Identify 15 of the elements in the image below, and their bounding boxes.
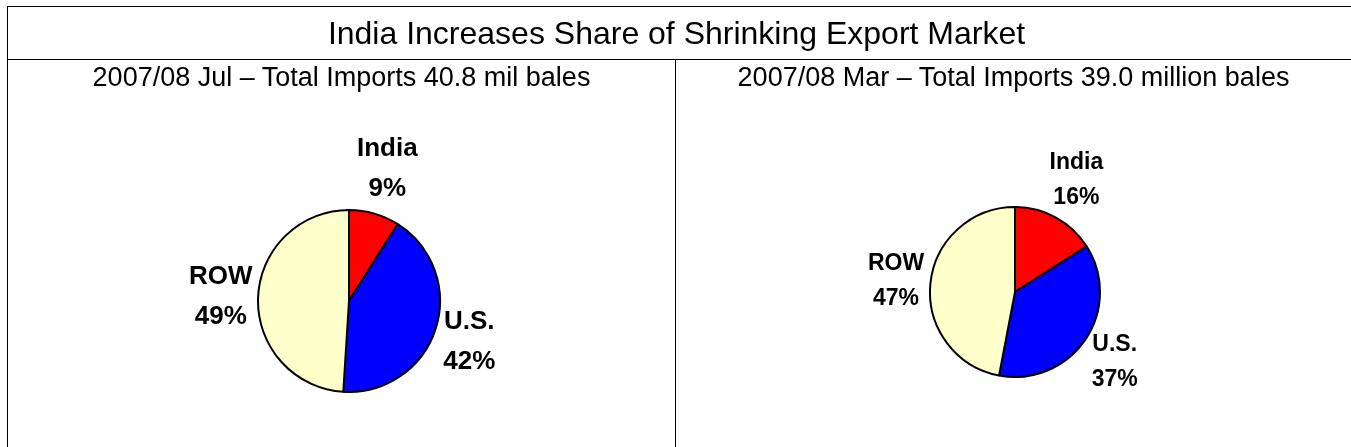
slice-label: U.S. [443,304,495,335]
chart-subtitle: 2007/08 Mar – Total Imports 39.0 million bales [736,61,1291,94]
data-label: 37% [1091,364,1138,391]
slice-label: ROW [189,260,254,291]
slice-label: India [356,132,419,163]
text: India Increases Share of Shrinking Export Market [326,14,1027,53]
slice-label: U.S. [1092,329,1138,356]
data-label: 42% [443,344,496,375]
data-label: 49% [194,300,247,331]
chart-subtitle: 2007/08 Jul – Total Imports 40.8 mil bales [91,61,592,94]
slice-label: India [1049,148,1104,175]
slice-label: ROW [867,248,925,275]
data-label: 47% [873,283,920,310]
data-label: 9% [368,172,407,203]
data-label: 16% [1053,183,1100,210]
